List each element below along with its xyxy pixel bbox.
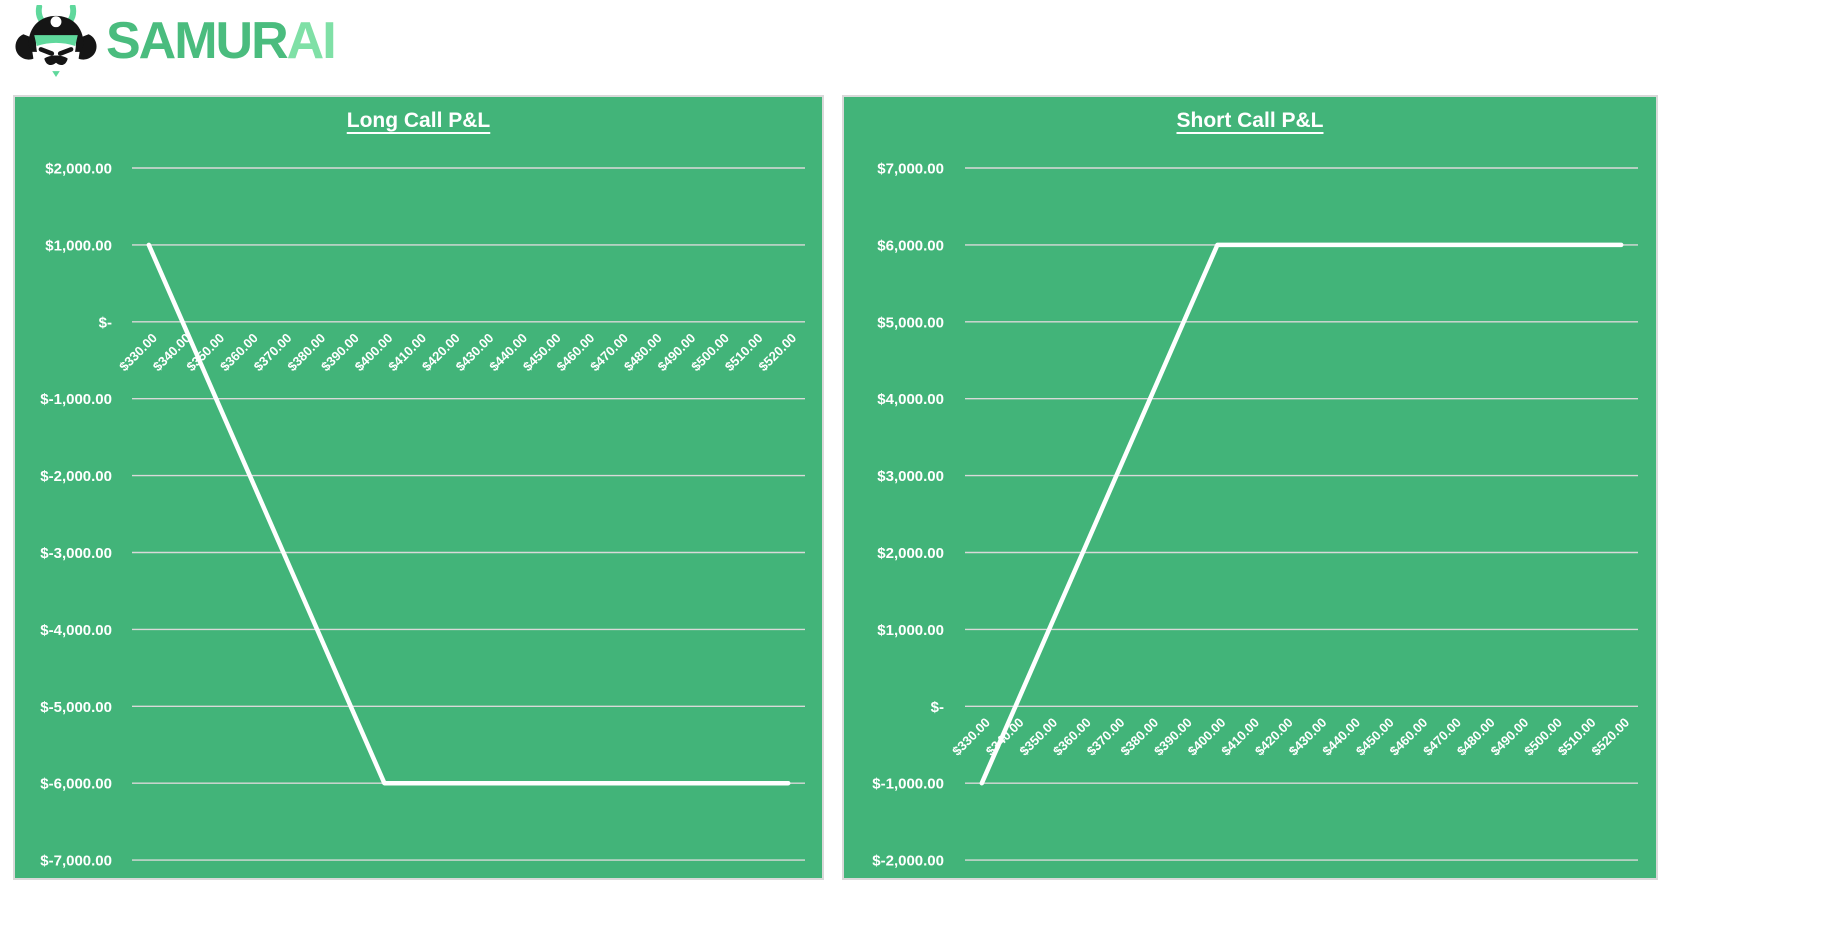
x-tick-label: $520.00 [1588, 715, 1632, 759]
y-tick-label: $7,000.00 [877, 161, 944, 178]
y-tick-label: $- [931, 699, 944, 716]
y-tick-label: $-7,000.00 [40, 853, 112, 870]
samurai-helmet-icon [15, 5, 97, 77]
x-tick-label: $520.00 [755, 330, 799, 374]
short-call-chart-title: Short Call P&L [1176, 109, 1324, 132]
x-axis-labels: $330.00$340.00$350.00$360.00$370.00$380.… [116, 330, 799, 374]
y-tick-label: $4,000.00 [877, 391, 944, 408]
long-call-pnl-chart: $2,000.00 $1,000.00 $- $-1,000.00 $-2,000.00… [40, 161, 805, 870]
logo-text-accent: AI [286, 12, 337, 70]
y-tick-label: $-4,000.00 [40, 622, 112, 639]
y-axis-labels: $2,000.00 $1,000.00 $- $-1,000.00 $-2,000.00… [40, 161, 112, 870]
pnl-line [979, 242, 1624, 786]
y-tick-label: $-1,000.00 [872, 776, 944, 793]
pnl-line [146, 242, 791, 786]
x-axis-labels: $330.00$340.00$350.00$360.00$370.00$380.… [949, 715, 1632, 759]
short-call-pnl-chart: $7,000.00 $6,000.00 $5,000.00 $4,000.00 $3,0… [872, 161, 1638, 870]
y-axis-labels: $7,000.00 $6,000.00 $5,000.00 $4,000.00 $3,0… [872, 161, 944, 870]
gridlines [132, 167, 805, 861]
logo-wordmark: SAMURAI [106, 2, 337, 80]
short-call-chart-panel: Short Call P&L $7,000.00 $6,000.00 $5,000.… [842, 95, 1658, 880]
logo-text-primary: SAMUR [106, 12, 289, 70]
y-tick-label: $-6,000.00 [40, 776, 112, 793]
y-tick-label: $1,000.00 [45, 237, 112, 254]
long-call-chart-title: Long Call P&L [346, 109, 491, 132]
y-tick-label: $- [99, 314, 112, 331]
y-tick-label: $-2,000.00 [40, 468, 112, 485]
long-call-chart-panel: Long Call P&L $2,000.00 $1,000.00 $- $-1,00… [13, 95, 824, 880]
y-tick-label: $-1,000.00 [40, 391, 112, 408]
y-tick-label: $-3,000.00 [40, 545, 112, 562]
samurai-logo: SAMURAI [14, 2, 337, 80]
y-tick-label: $1,000.00 [877, 622, 944, 639]
y-tick-label: $6,000.00 [877, 237, 944, 254]
y-tick-label: $2,000.00 [877, 545, 944, 562]
y-tick-label: $-5,000.00 [40, 699, 112, 716]
y-tick-label: $2,000.00 [45, 161, 112, 178]
y-tick-label: $3,000.00 [877, 468, 944, 485]
y-tick-label: $-2,000.00 [872, 853, 944, 870]
y-tick-label: $5,000.00 [877, 314, 944, 331]
gridlines [965, 167, 1638, 861]
